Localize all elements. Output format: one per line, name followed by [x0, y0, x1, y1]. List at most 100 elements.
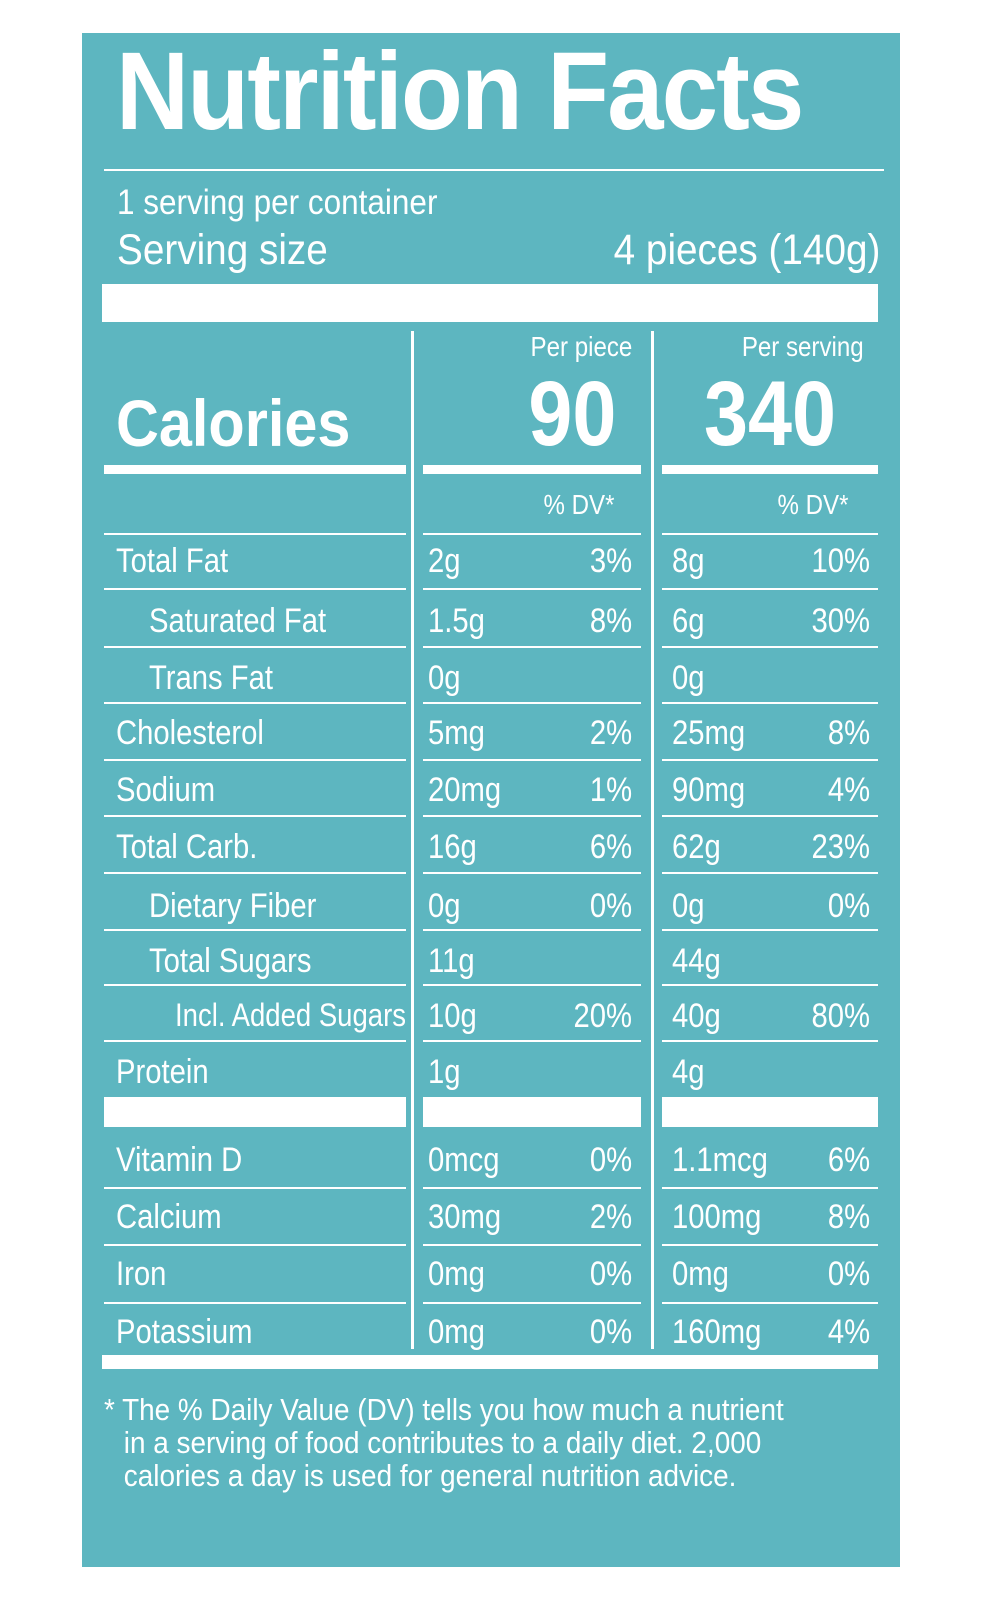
footnote: * The % Daily Value (DV) tells you how m…: [104, 1392, 815, 1494]
row-rule-4-piece: [423, 759, 641, 761]
nutrient-amount-per-serving: 62g: [672, 828, 721, 866]
row-rule-2-serving: [662, 646, 878, 648]
vitamin-amount-per-piece: 30mg: [428, 1198, 502, 1236]
vitamin-rule-1-label: [104, 1187, 406, 1189]
vitamin-dv-per-serving: 4%: [827, 1313, 870, 1351]
thick-rule-top: [102, 284, 878, 322]
vitamin-amount-per-piece: 0mg: [428, 1255, 485, 1293]
nutrient-dv-per-piece: 3%: [589, 542, 632, 580]
row-rule-4-label: [104, 759, 406, 761]
row-rule-6-label: [104, 872, 406, 874]
nutrient-dv-per-piece: 0%: [589, 887, 632, 925]
vitamin-rule-3-serving: [662, 1302, 878, 1304]
row-rule-5-serving: [662, 815, 878, 817]
nutrient-amount-per-piece: 0g: [428, 887, 461, 925]
row-rule-0-label: [104, 533, 406, 535]
row-rule-5-piece: [423, 815, 641, 817]
footnote-line-1: * The % Daily Value (DV) tells you how m…: [104, 1392, 784, 1427]
nutrient-amount-per-serving: 4g: [672, 1053, 705, 1091]
vitamin-dv-per-piece: 0%: [589, 1313, 632, 1351]
calories-per-serving: 340: [704, 363, 837, 465]
column-divider-right: [651, 331, 654, 1349]
vitamin-spacer-label: [104, 1097, 406, 1127]
nutrient-dv-per-piece: 2%: [589, 714, 632, 752]
nutrient-name: Cholesterol: [116, 714, 264, 752]
nutrient-amount-per-serving: 44g: [672, 942, 721, 980]
nutrient-amount-per-piece: 1g: [428, 1053, 461, 1091]
row-rule-6-piece: [423, 872, 641, 874]
title-rule: [104, 169, 884, 171]
nutrient-amount-per-piece: 11g: [428, 942, 475, 980]
vitamin-rule-2-serving: [662, 1244, 878, 1246]
row-rule-2-label: [104, 646, 406, 648]
nutrient-name: Sodium: [116, 771, 216, 809]
vitamin-amount-per-piece: 0mcg: [428, 1141, 500, 1179]
nutrient-dv-per-serving: 30%: [811, 602, 870, 640]
calories-rule-label: [104, 465, 406, 474]
row-rule-9-piece: [423, 1040, 641, 1042]
nutrient-dv-per-piece: 6%: [589, 828, 632, 866]
nutrient-amount-per-piece: 20mg: [428, 771, 502, 809]
vitamin-amount-per-serving: 160mg: [672, 1313, 762, 1351]
nutrient-name: Dietary Fiber: [149, 887, 317, 925]
nutrient-amount-per-piece: 0g: [428, 659, 461, 697]
vitamin-name: Iron: [116, 1255, 167, 1293]
nutrient-dv-per-serving: 10%: [811, 542, 870, 580]
nutrient-dv-per-serving: 8%: [827, 714, 870, 752]
row-rule-8-piece: [423, 984, 641, 986]
nutrient-amount-per-piece: 10g: [428, 997, 477, 1035]
vitamin-dv-per-serving: 8%: [827, 1198, 870, 1236]
row-rule-7-piece: [423, 929, 641, 931]
vitamin-dv-per-piece: 0%: [589, 1255, 632, 1293]
footnote-line-3: calories a day is used for general nutri…: [123, 1458, 737, 1494]
vitamin-dv-per-serving: 6%: [827, 1141, 870, 1179]
row-rule-3-serving: [662, 702, 878, 704]
nutrient-dv-per-piece: 20%: [573, 997, 632, 1035]
vitamin-rule-3-piece: [423, 1302, 641, 1304]
serving-size-label: Serving size: [117, 226, 328, 274]
nutrition-label: Nutrition Facts 1 serving per container …: [82, 31, 900, 1567]
vitamin-dv-per-serving: 0%: [827, 1255, 870, 1293]
row-rule-0-serving: [662, 533, 878, 535]
vitamin-spacer-piece: [423, 1097, 641, 1127]
row-rule-8-serving: [662, 984, 878, 986]
per-serving-header: Per serving: [742, 331, 864, 362]
nutrient-amount-per-serving: 0g: [672, 659, 705, 697]
vitamin-rule-2-label: [104, 1244, 406, 1246]
nutrient-amount-per-piece: 16g: [428, 828, 477, 866]
nutrient-amount-per-serving: 0g: [672, 887, 705, 925]
row-rule-3-label: [104, 702, 406, 704]
nutrient-amount-per-piece: 2g: [428, 542, 461, 580]
row-rule-8-label: [104, 984, 406, 986]
nutrient-name: Total Carb.: [116, 828, 258, 866]
nutrient-name: Incl. Added Sugars: [175, 997, 407, 1033]
vitamin-name: Calcium: [116, 1198, 222, 1236]
row-rule-0-piece: [423, 533, 641, 535]
row-rule-5-label: [104, 815, 406, 817]
nutrient-amount-per-piece: 1.5g: [428, 602, 485, 640]
vitamin-amount-per-serving: 0mg: [672, 1255, 729, 1293]
vitamin-dv-per-piece: 0%: [589, 1141, 632, 1179]
nutrient-name: Total Sugars: [149, 942, 312, 980]
servings-per-container: 1 serving per container: [117, 183, 438, 222]
nutrient-amount-per-serving: 25mg: [672, 714, 746, 752]
vitamin-rule-2-piece: [423, 1244, 641, 1246]
row-rule-1-label: [104, 588, 406, 590]
nutrient-amount-per-serving: 40g: [672, 997, 721, 1035]
calories-label: Calories: [116, 386, 351, 460]
vitamin-rule-1-serving: [662, 1187, 878, 1189]
nutrient-dv-per-piece: 1%: [589, 771, 632, 809]
vitamin-rule-1-piece: [423, 1187, 641, 1189]
vitamin-amount-per-piece: 0mg: [428, 1313, 485, 1351]
vitamin-name: Vitamin D: [116, 1141, 243, 1179]
column-divider-left: [411, 331, 414, 1349]
dv-header-serving: % DV*: [777, 489, 848, 520]
per-piece-header: Per piece: [530, 331, 632, 362]
vitamin-dv-per-piece: 2%: [589, 1198, 632, 1236]
row-rule-1-piece: [423, 588, 641, 590]
vitamin-spacer-serving: [662, 1097, 878, 1127]
vitamin-name: Potassium: [116, 1313, 253, 1351]
row-rule-7-label: [104, 929, 406, 931]
dv-header-piece: % DV*: [543, 489, 614, 520]
nutrient-dv-per-serving: 0%: [827, 887, 870, 925]
